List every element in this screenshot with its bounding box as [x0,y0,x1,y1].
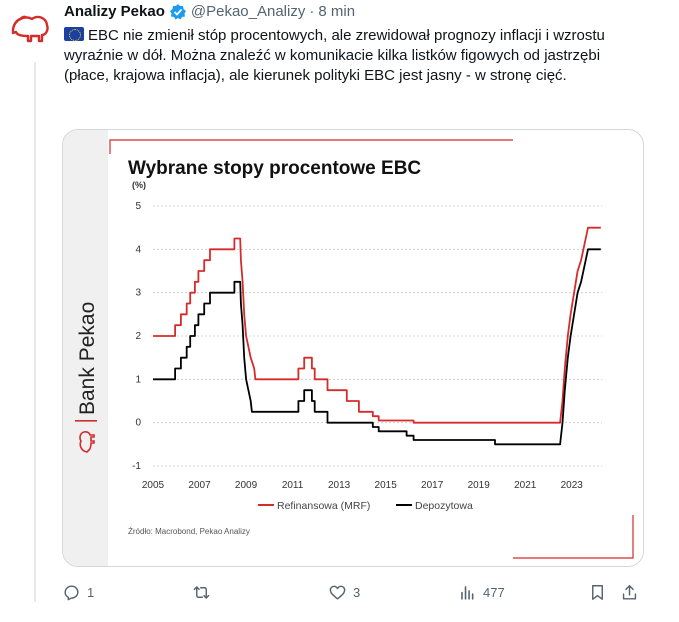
bookmark-button[interactable] [588,580,607,604]
tweet-header: Analizy Pekao @Pekao_Analizy · 8 min [64,2,355,22]
bookmark-icon [592,584,603,600]
x-tick-label: 2005 [142,480,165,491]
author-handle[interactable]: @Pekao_Analizy [190,3,306,20]
x-tick-label: 2015 [375,480,398,491]
reply-count: 1 [87,584,95,600]
tweet-text: EBC nie zmienił stóp procentowych, ale z… [64,27,610,84]
chart-x-axis: 2005 2007 2009 2011 2013 2015 2017 2019 2021 2023 [142,480,583,491]
pekao-bison-logo-icon [11,15,49,43]
bank-brand-block: Bank Pekao [71,280,101,490]
avatar[interactable] [8,6,52,50]
y-tick-label: 5 [135,201,141,212]
chart-y-axis: 5 4 3 2 1 0 -1 [132,201,141,472]
verified-badge-icon [169,3,187,21]
x-tick-label: 2019 [468,480,491,491]
x-tick-label: 2011 [282,480,304,491]
tweet-media-card[interactable]: Bank Pekao Wybrane stopy procentowe EBC … [62,129,644,567]
chart-y-unit: (%) [132,180,146,190]
thread-line [34,62,36,602]
series-line-refinansowa [153,226,601,424]
brand-logo-icon [79,431,95,453]
views-count: 477 [483,584,505,600]
heart-icon [329,585,346,600]
chart-series [153,226,601,446]
y-tick-label: 4 [135,244,141,255]
x-tick-label: 2013 [328,480,351,491]
chart: Wybrane stopy procentowe EBC (%) 5 4 3 2 1 0 -… [109,139,634,559]
like-button[interactable]: 3 [328,580,360,604]
retweet-button[interactable] [192,580,217,604]
x-tick-label: 2017 [421,480,444,491]
author-name[interactable]: Analizy Pekao [64,3,165,20]
y-tick-label: -1 [132,461,141,472]
x-tick-label: 2021 [514,480,537,491]
frame-accent-bottom [513,515,634,559]
brand-name: Bank Pekao [76,302,99,415]
brand-side-band [63,130,108,566]
share-button[interactable] [620,580,639,604]
chart-source-note: Źródło: Macrobond, Pekao Analizy [128,527,250,536]
x-tick-label: 2009 [235,480,258,491]
legend-label-refinansowa: Refinansowa (MRF) [277,500,370,512]
like-count: 3 [353,584,361,600]
eu-flag-icon [64,27,84,41]
views-chart-icon [461,585,474,600]
tweet-time[interactable]: 8 min [318,3,356,20]
x-tick-label: 2023 [561,480,584,491]
legend-label-depozytowa: Depozytowa [415,500,473,512]
series-line-depozytowa [153,248,601,446]
tweet-actions: 1 3 477 [62,580,644,604]
reply-icon [64,584,79,600]
share-icon [622,584,637,600]
y-tick-label: 3 [135,288,141,299]
x-tick-label: 2007 [188,480,211,491]
chart-grid [153,205,602,467]
chart-legend: Refinansowa (MRF) Depozytowa [258,500,473,512]
views-button[interactable]: 477 [458,580,505,604]
chart-title: Wybrane stopy procentowe EBC [128,158,421,179]
y-tick-label: 1 [135,374,141,385]
frame-accent-top [109,139,513,154]
y-tick-label: 2 [135,331,141,342]
reply-button[interactable]: 1 [62,580,94,604]
retweet-icon [193,585,210,599]
separator-dot: · [309,3,315,20]
tweet-text-block: EBC nie zmienił stóp procentowych, ale z… [64,26,624,86]
y-tick-label: 0 [135,418,141,429]
